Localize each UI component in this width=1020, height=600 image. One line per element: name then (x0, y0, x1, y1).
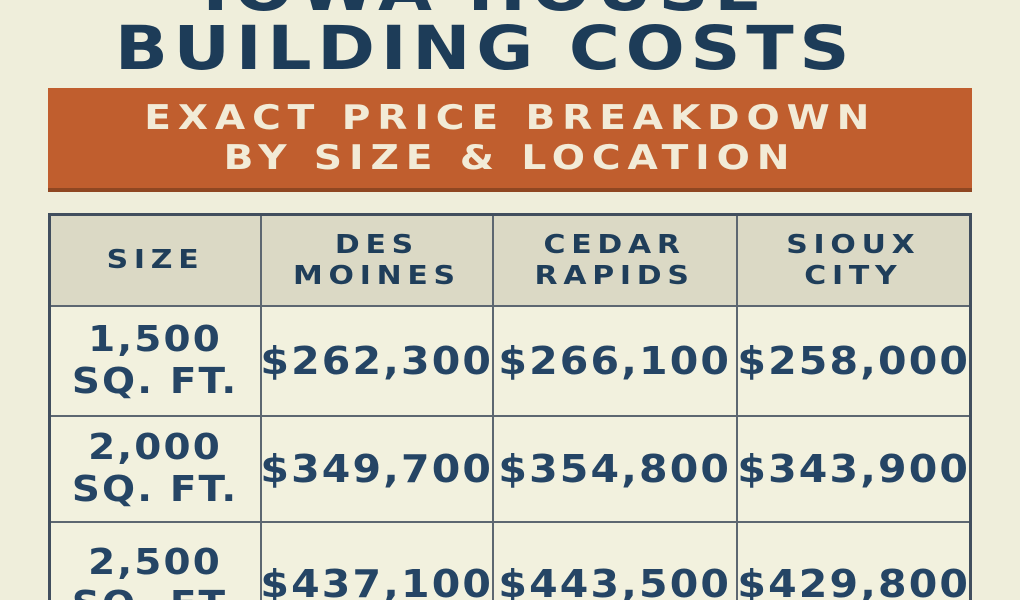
size-label: 1,500 SQ. FT. (72, 319, 239, 402)
col-header-des-moines: DES MOINES (261, 216, 492, 305)
price-value: $429,800 (737, 562, 970, 600)
size-cell-row-1: 1,500 SQ. FT. (51, 307, 260, 415)
price-cell-row-2-cedar-rapids: $354,800 (493, 417, 737, 521)
col-header-des-moines-label: DES MOINES (292, 229, 461, 291)
col-header-sioux-city-label: SIOUX CITY (786, 229, 921, 291)
price-table: SIZE DES MOINES CEDAR RAPIDS SIOUX CITY … (48, 213, 972, 600)
banner-line-1: EXACT PRICE BREAKDOWN (143, 98, 877, 138)
size-label: 2,500 SQ. FT. (72, 542, 236, 600)
price-value: $258,000 (737, 339, 970, 383)
price-cell-row-1-des-moines: $262,300 (260, 307, 494, 415)
price-cell-row-3-cedar-rapids: $443,500 (493, 523, 737, 600)
title-line-1: IOWA HOUSE (0, 0, 1020, 20)
subtitle-banner: EXACT PRICE BREAKDOWN BY SIZE & LOCATION (48, 88, 972, 192)
col-header-cedar-rapids-label: CEDAR RAPIDS (534, 229, 695, 291)
size-label: 2,000 SQ. FT. (72, 427, 239, 510)
price-cell-row-1-cedar-rapids: $266,100 (493, 307, 737, 415)
price-cell-row-2-sioux-city: $343,900 (737, 417, 970, 521)
col-header-sioux-city: SIOUX CITY (738, 216, 969, 305)
banner-line-2: BY SIZE & LOCATION (223, 138, 797, 178)
size-cell-row-3: 2,500 SQ. FT. (51, 523, 260, 600)
price-cell-row-3-sioux-city: $429,800 (737, 523, 970, 600)
col-header-cedar-rapids: CEDAR RAPIDS (493, 216, 737, 305)
price-value: $349,700 (260, 447, 494, 491)
price-cell-row-1-sioux-city: $258,000 (737, 307, 970, 415)
title-line-2: BUILDING COSTS (114, 13, 856, 84)
price-value: $266,100 (498, 339, 732, 383)
page-title: IOWA HOUSE BUILDING COSTS (0, 0, 970, 79)
price-value: $437,100 (260, 562, 494, 600)
col-header-size: SIZE (51, 216, 260, 305)
price-cell-row-3-des-moines: $437,100 (260, 523, 494, 600)
size-cell-row-2: 2,000 SQ. FT. (51, 417, 260, 521)
price-cell-row-2-des-moines: $349,700 (260, 417, 494, 521)
price-value: $354,800 (498, 447, 732, 491)
price-value: $443,500 (498, 562, 732, 600)
price-value: $262,300 (260, 339, 494, 383)
col-header-size-label: SIZE (106, 245, 205, 275)
price-value: $343,900 (737, 447, 970, 491)
